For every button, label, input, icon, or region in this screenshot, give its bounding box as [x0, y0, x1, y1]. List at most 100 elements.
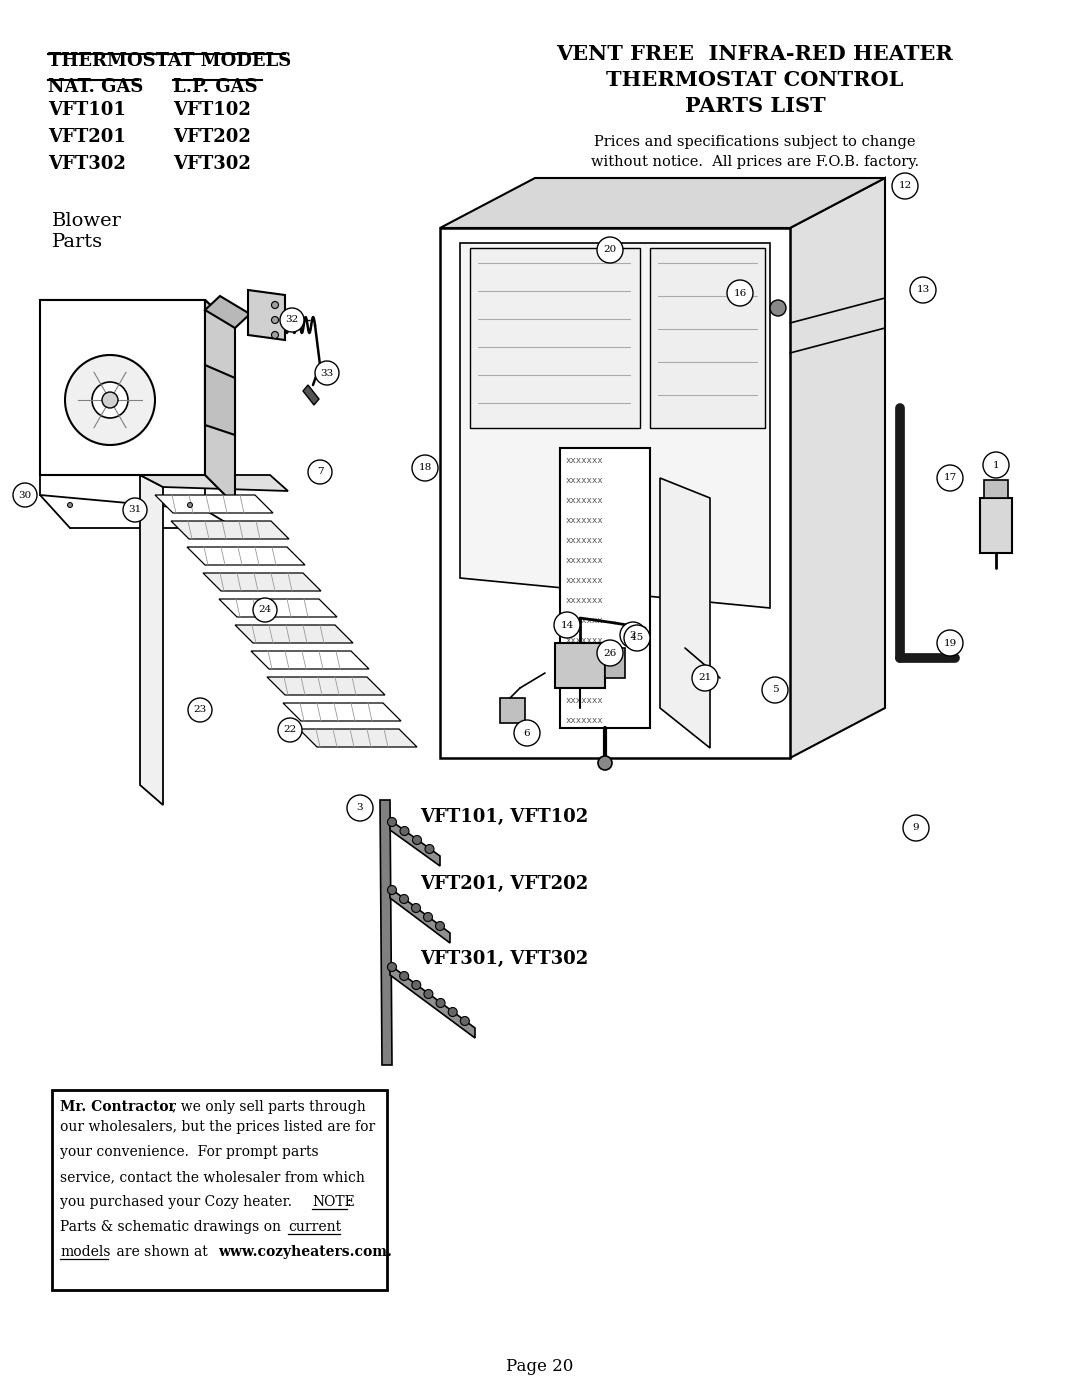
Text: Blower
Parts: Blower Parts [52, 212, 122, 251]
Text: 31: 31 [129, 506, 141, 514]
Text: VFT101, VFT102: VFT101, VFT102 [420, 807, 589, 826]
Polygon shape [248, 291, 285, 339]
Text: VFT101: VFT101 [48, 101, 126, 119]
Circle shape [460, 1017, 470, 1025]
Polygon shape [187, 548, 305, 564]
Polygon shape [299, 729, 417, 747]
Circle shape [597, 640, 623, 666]
Text: VFT302: VFT302 [48, 155, 126, 173]
Text: models: models [60, 1245, 110, 1259]
Polygon shape [980, 497, 1012, 553]
Circle shape [278, 718, 302, 742]
Circle shape [308, 460, 332, 483]
Polygon shape [660, 478, 710, 747]
Text: 21: 21 [699, 673, 712, 683]
Circle shape [65, 355, 156, 446]
Circle shape [448, 1007, 457, 1017]
Polygon shape [390, 965, 475, 1038]
Polygon shape [140, 475, 163, 805]
Text: 22: 22 [283, 725, 297, 735]
Polygon shape [789, 177, 885, 759]
Text: 9: 9 [913, 823, 919, 833]
Text: xxxxxxx: xxxxxxx [566, 536, 604, 545]
Circle shape [937, 630, 963, 657]
Text: without notice.  All prices are F.O.B. factory.: without notice. All prices are F.O.B. fa… [591, 155, 919, 169]
Text: Mr. Contractor: Mr. Contractor [60, 1099, 176, 1113]
Text: 23: 23 [193, 705, 206, 714]
Text: www.cozyheaters.com.: www.cozyheaters.com. [218, 1245, 392, 1259]
Polygon shape [390, 820, 440, 866]
Text: 13: 13 [916, 285, 930, 295]
Polygon shape [440, 177, 885, 228]
Text: :: : [347, 1194, 352, 1208]
Circle shape [411, 904, 420, 912]
Circle shape [271, 302, 279, 309]
Text: 30: 30 [18, 490, 31, 500]
Circle shape [910, 277, 936, 303]
Circle shape [67, 503, 72, 507]
Polygon shape [219, 599, 337, 617]
Polygon shape [171, 521, 289, 539]
Text: THERMOSTAT CONTROL: THERMOSTAT CONTROL [606, 70, 904, 89]
Text: L.P. GAS: L.P. GAS [173, 78, 258, 96]
Text: are shown at: are shown at [112, 1245, 212, 1259]
Polygon shape [390, 888, 450, 943]
Circle shape [347, 795, 373, 821]
Text: NAT. GAS: NAT. GAS [48, 78, 144, 96]
Text: xxxxxxx: xxxxxxx [566, 476, 604, 485]
Polygon shape [203, 573, 321, 591]
Text: 18: 18 [418, 464, 432, 472]
Text: Parts & schematic drawings on: Parts & schematic drawings on [60, 1220, 285, 1234]
Polygon shape [40, 300, 205, 475]
Text: VFT302: VFT302 [173, 155, 251, 173]
Text: 24: 24 [258, 605, 272, 615]
Circle shape [253, 598, 276, 622]
Polygon shape [500, 698, 525, 724]
Text: your convenience.  For prompt parts: your convenience. For prompt parts [60, 1146, 319, 1160]
Text: xxxxxxx: xxxxxxx [566, 515, 604, 525]
Circle shape [123, 497, 147, 522]
Polygon shape [205, 365, 235, 434]
Text: xxxxxxx: xxxxxxx [566, 657, 604, 665]
Text: VFT201: VFT201 [48, 129, 126, 147]
Circle shape [903, 814, 929, 841]
Polygon shape [303, 386, 319, 405]
Circle shape [423, 912, 432, 922]
Text: VENT FREE  INFRA-RED HEATER: VENT FREE INFRA-RED HEATER [556, 43, 954, 64]
Circle shape [400, 827, 409, 835]
Polygon shape [283, 703, 401, 721]
Circle shape [388, 817, 396, 827]
Text: 20: 20 [604, 246, 617, 254]
Text: THERMOSTAT MODELS: THERMOSTAT MODELS [48, 52, 292, 70]
Circle shape [435, 922, 445, 930]
Circle shape [102, 393, 118, 408]
Circle shape [127, 503, 133, 507]
Circle shape [271, 317, 279, 324]
Text: 5: 5 [772, 686, 779, 694]
Text: xxxxxxx: xxxxxxx [566, 636, 604, 645]
Circle shape [770, 300, 786, 316]
Circle shape [315, 360, 339, 386]
Text: you purchased your Cozy heater.: you purchased your Cozy heater. [60, 1194, 300, 1208]
Circle shape [727, 279, 753, 306]
Text: xxxxxxx: xxxxxxx [566, 556, 604, 564]
Text: Page 20: Page 20 [507, 1358, 573, 1375]
Text: 7: 7 [316, 468, 323, 476]
Polygon shape [267, 678, 384, 694]
Polygon shape [205, 296, 249, 328]
Circle shape [514, 719, 540, 746]
Text: xxxxxxx: xxxxxxx [566, 717, 604, 725]
Text: NOTE: NOTE [312, 1194, 354, 1208]
Text: 2: 2 [630, 630, 636, 640]
Text: VFT202: VFT202 [173, 129, 251, 147]
Polygon shape [140, 475, 288, 490]
Circle shape [597, 237, 623, 263]
Circle shape [400, 894, 408, 904]
Text: 3: 3 [356, 803, 363, 813]
Text: 26: 26 [604, 648, 617, 658]
Circle shape [411, 455, 438, 481]
Text: 16: 16 [733, 289, 746, 298]
Text: VFT102: VFT102 [173, 101, 251, 119]
Polygon shape [40, 300, 235, 328]
Circle shape [424, 989, 433, 999]
